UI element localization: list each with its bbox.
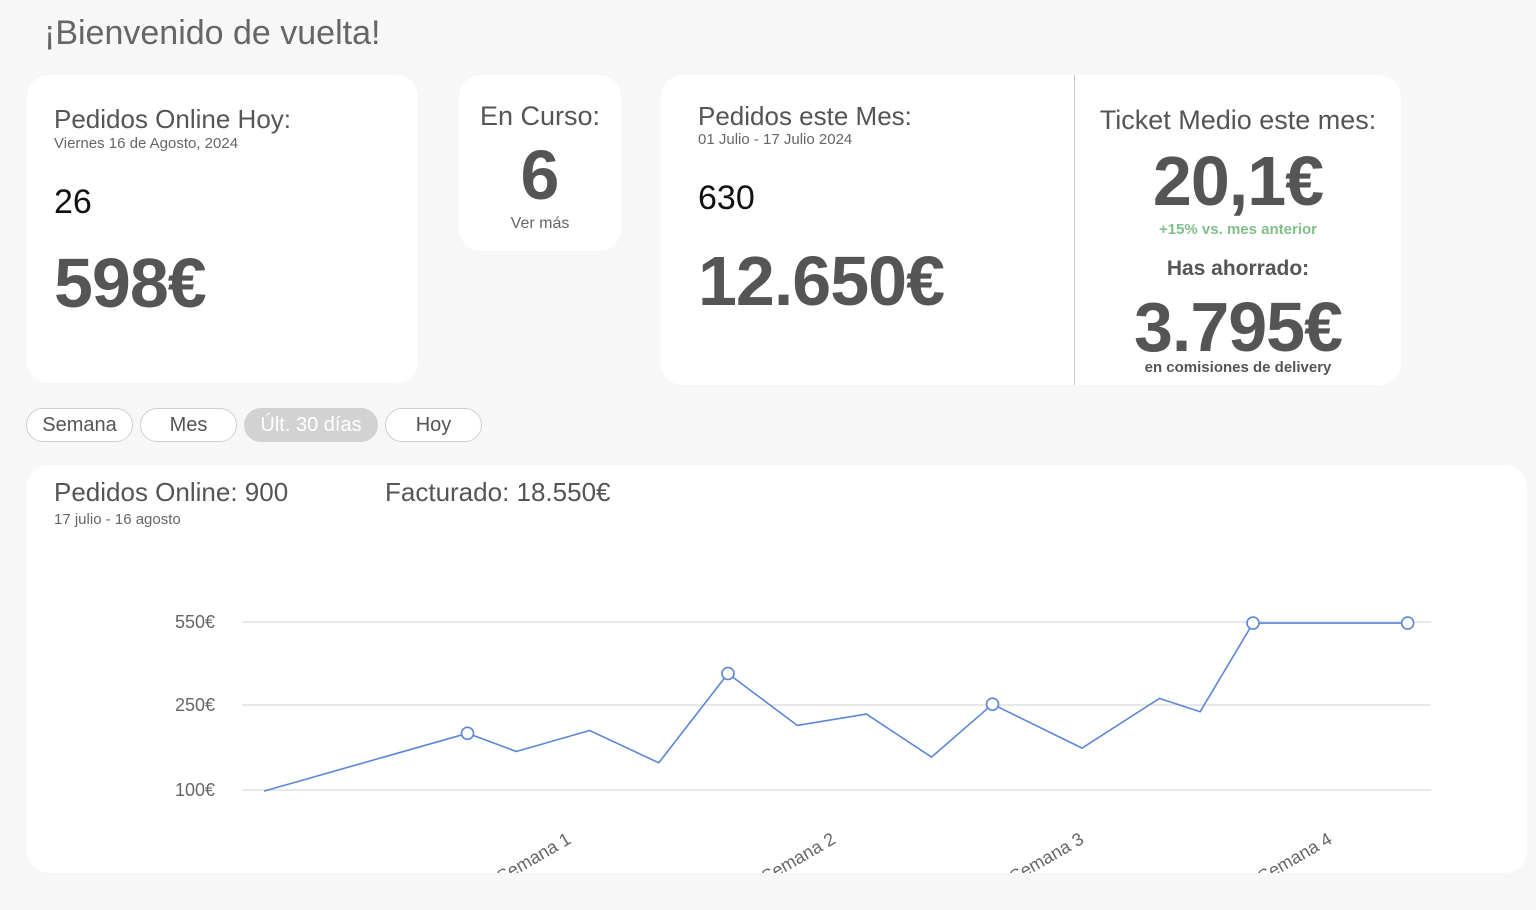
chart-orders-total: Pedidos Online: 900 <box>54 477 289 507</box>
x-tick-label-0: Semana 1 <box>493 829 574 873</box>
savings-value: 3.795€ <box>1133 288 1343 366</box>
average-ticket-section: Ticket Medio este mes: 20,1€ +15% vs. me… <box>1075 75 1401 385</box>
month-orders-title: Pedidos este Mes: <box>698 101 912 131</box>
today-orders-count: 26 <box>54 183 92 221</box>
today-orders-card: Pedidos Online Hoy: Viernes 16 de Agosto… <box>27 75 418 383</box>
chart-revenue-total: Facturado: 18.550€ <box>385 477 611 507</box>
x-tick-label-1: Semana 2 <box>758 829 839 873</box>
series-line <box>263 622 1408 792</box>
today-revenue: 598€ <box>54 244 207 322</box>
month-revenue: 12.650€ <box>698 242 945 320</box>
in-progress-card[interactable]: En Curso: 6 Ver más <box>459 75 621 251</box>
tab-week[interactable]: Semana <box>26 408 133 442</box>
data-point-1 <box>460 726 475 741</box>
average-ticket-delta: +15% vs. mes anterior <box>1158 221 1317 238</box>
y-tick-label-2: 550€ <box>175 612 215 632</box>
card-divider <box>1074 75 1075 385</box>
tab-last-30-days[interactable]: Últ. 30 días <box>244 408 378 442</box>
x-tick-label-2: Semana 3 <box>1006 829 1087 873</box>
month-range: 01 Julio - 17 Julio 2024 <box>698 131 853 148</box>
chart-date-range: 17 julio - 16 agosto <box>54 511 181 528</box>
y-tick-label-0: 100€ <box>175 780 215 800</box>
savings-note: en comisiones de delivery <box>1144 359 1332 376</box>
month-orders-count: 630 <box>698 179 755 217</box>
in-progress-title: En Curso: <box>479 101 601 131</box>
orders-chart-card: Pedidos Online: 900 17 julio - 16 agosto… <box>27 465 1527 873</box>
month-orders-card: Pedidos este Mes: 01 Julio - 17 Julio 20… <box>661 75 1401 385</box>
see-more-link[interactable]: Ver más <box>510 215 570 232</box>
in-progress-count: 6 <box>520 136 560 214</box>
data-point-9 <box>985 697 1000 711</box>
data-point-13 <box>1246 616 1260 630</box>
today-orders-title: Pedidos Online Hoy: <box>54 104 292 134</box>
y-tick-label-1: 250€ <box>175 695 215 715</box>
tab-today[interactable]: Hoy <box>385 408 482 442</box>
x-tick-label-3: Semana 4 <box>1254 829 1335 873</box>
savings-title: Has ahorrado: <box>1166 257 1310 280</box>
orders-line-chart: 100€ 250€ 550€ Semana 1 Semana 2 Semana 3 Sema… <box>175 612 1431 873</box>
data-point-14 <box>1400 616 1415 630</box>
data-point-5 <box>721 666 735 681</box>
period-tabs: Semana Mes Últ. 30 días Hoy <box>26 408 482 442</box>
average-ticket-value: 20,1€ <box>1152 142 1324 220</box>
tab-month[interactable]: Mes <box>140 408 237 442</box>
average-ticket-title: Ticket Medio este mes: <box>1099 105 1377 135</box>
today-date: Viernes 16 de Agosto, 2024 <box>54 135 239 152</box>
page-title: ¡Bienvenido de vuelta! <box>44 14 381 52</box>
